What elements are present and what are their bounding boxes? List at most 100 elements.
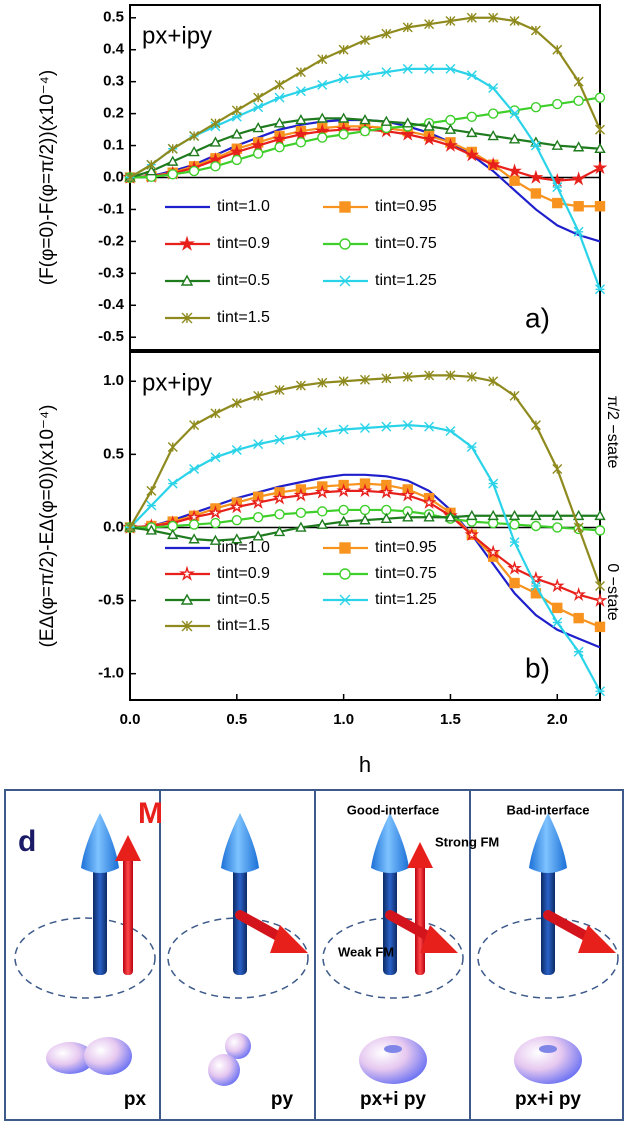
- legend-label: tint=1.25: [375, 272, 437, 289]
- marker: [181, 620, 193, 632]
- marker: [231, 444, 242, 455]
- y-tick-label: -0.1: [98, 200, 124, 217]
- marker: [594, 142, 606, 154]
- y-tick-label: -0.5: [98, 328, 124, 345]
- legend-label: tint=1.25: [375, 591, 437, 608]
- legend-label: tint=0.75: [375, 235, 437, 252]
- marker: [167, 528, 179, 540]
- marker: [402, 371, 413, 382]
- marker: [146, 159, 157, 170]
- chart: -1.0 -0.5 0.0 0.5 1.0 0.0 0.5 1.0 1.5 2.0 h (EΔ(φ=π…: [37, 351, 621, 777]
- marker: [594, 509, 606, 521]
- marker: [181, 312, 193, 324]
- x-tick-label: 0.0: [120, 711, 141, 728]
- marker: [444, 511, 457, 522]
- ellipses: [14, 917, 619, 999]
- orbitals: [46, 1033, 582, 1086]
- marker: [314, 484, 330, 499]
- m-arrow-head: [115, 835, 141, 861]
- series-line: [129, 67, 602, 290]
- series-line: [129, 118, 601, 243]
- m-arrow-head: [270, 925, 308, 953]
- marker: [508, 509, 521, 521]
- marker: [423, 120, 435, 131]
- marker: [295, 380, 306, 391]
- marker: [317, 132, 328, 143]
- orbital-label: px+i py: [360, 1089, 426, 1110]
- marker: [573, 201, 584, 212]
- marker: [210, 517, 221, 529]
- marker: [317, 506, 328, 517]
- marker: [360, 35, 370, 46]
- marker: [317, 427, 328, 438]
- marker: [424, 63, 435, 74]
- legend-label: tint=1.0: [217, 198, 270, 215]
- marker: [273, 525, 286, 537]
- marker: [274, 434, 285, 445]
- marker: [188, 519, 200, 530]
- marker: [466, 70, 477, 81]
- marker: [528, 169, 544, 184]
- marker: [231, 154, 243, 166]
- marker: [252, 122, 264, 133]
- marker: [210, 118, 221, 129]
- marker: [573, 522, 584, 533]
- marker: [594, 201, 606, 212]
- y-tick-label: -0.3: [98, 264, 124, 281]
- marker: [552, 602, 563, 614]
- marker: [466, 509, 478, 521]
- y-tick-label: -0.2: [98, 232, 124, 249]
- marker: [485, 157, 501, 171]
- marker: [466, 126, 478, 138]
- marker: [274, 509, 285, 520]
- marker: [595, 124, 605, 135]
- marker: [530, 102, 542, 113]
- marker: [188, 146, 200, 157]
- marker: [466, 371, 477, 382]
- y-tick-label: -1.0: [98, 665, 124, 682]
- marker: [402, 511, 414, 522]
- marker: [339, 238, 351, 250]
- marker: [189, 130, 200, 141]
- marker: [339, 542, 351, 554]
- m-arrow-shaft: [415, 864, 425, 975]
- d-arrow-head: [371, 813, 409, 873]
- marker: [231, 533, 243, 544]
- marker: [359, 514, 371, 525]
- legend-label: tint=0.9: [217, 235, 270, 252]
- marker: [317, 79, 328, 90]
- marker: [402, 63, 413, 74]
- diagram: d M Good-interface Strong FM Weak FM Bad…: [4, 789, 624, 1121]
- marker: [421, 131, 437, 146]
- marker: [295, 86, 306, 97]
- marker: [402, 420, 413, 431]
- marker: [402, 22, 413, 33]
- marker: [252, 530, 264, 541]
- marker: [381, 421, 392, 432]
- legend-label: tint=0.75: [375, 565, 437, 582]
- marker: [530, 509, 542, 521]
- marker: [423, 511, 435, 522]
- marker: [337, 515, 350, 526]
- marker: [595, 686, 605, 697]
- marker: [210, 161, 221, 172]
- marker: [488, 478, 499, 489]
- arrows: [81, 813, 616, 975]
- marker: [272, 490, 287, 505]
- legend-label: tint=1.5: [217, 617, 270, 634]
- marker: [488, 83, 499, 94]
- marker: [381, 67, 392, 78]
- marker: [530, 140, 541, 151]
- marker: [573, 95, 584, 107]
- label-m: M: [138, 797, 163, 830]
- marker: [573, 76, 584, 87]
- marker: [380, 115, 393, 126]
- marker: [208, 505, 223, 520]
- m-arrow-head: [578, 925, 616, 953]
- marker: [487, 130, 499, 141]
- marker: [146, 500, 157, 511]
- marker: [379, 484, 394, 499]
- marker: [381, 373, 392, 384]
- marker: [571, 171, 586, 186]
- y-tick-label: 0.4: [103, 41, 125, 58]
